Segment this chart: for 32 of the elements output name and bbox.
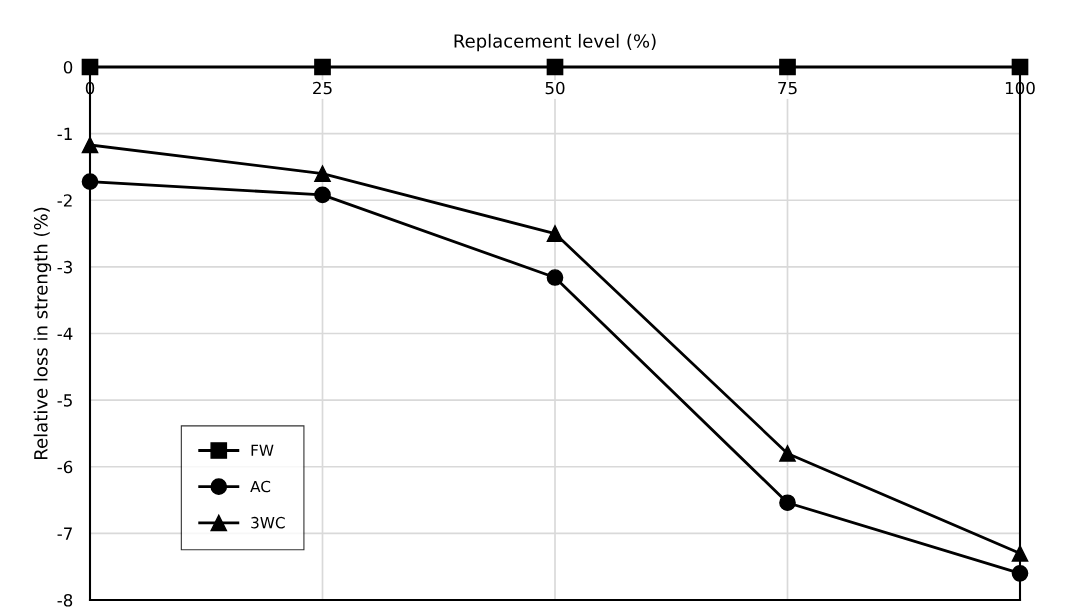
y-tick-label: -2	[57, 194, 72, 207]
y-axis-title: Relative loss in strength (%)	[33, 207, 52, 459]
y-tick-label: -6	[57, 460, 73, 474]
point	[546, 225, 564, 242]
legend-label: AC	[250, 480, 271, 493]
legend-label: FW	[251, 444, 274, 456]
point	[81, 136, 99, 154]
y-tick-label: -3	[57, 260, 72, 274]
x-tick-label: 50	[545, 81, 565, 95]
y-tick-label: -4	[57, 327, 73, 340]
point	[779, 445, 796, 462]
y-tick-label: -7	[57, 527, 72, 540]
x-tick-label: 25	[313, 81, 332, 95]
point	[314, 58, 331, 76]
point	[1011, 545, 1029, 562]
y-tick-label: -1	[57, 127, 72, 140]
point	[546, 269, 564, 286]
point	[314, 186, 331, 204]
y-tick-label: -8	[57, 593, 73, 607]
legend-label: 3WC	[251, 516, 285, 529]
point	[779, 58, 796, 76]
point	[81, 173, 99, 190]
point	[1011, 58, 1029, 76]
y-tick-label: 0	[63, 60, 73, 74]
point	[1011, 565, 1029, 582]
point	[81, 58, 99, 76]
point	[314, 165, 331, 182]
point	[779, 494, 796, 512]
point	[546, 58, 564, 76]
y-tick-label: -5	[57, 394, 72, 407]
x-axis-title: Replacement level (%)	[454, 33, 656, 52]
x-tick-label: 75	[778, 81, 797, 95]
